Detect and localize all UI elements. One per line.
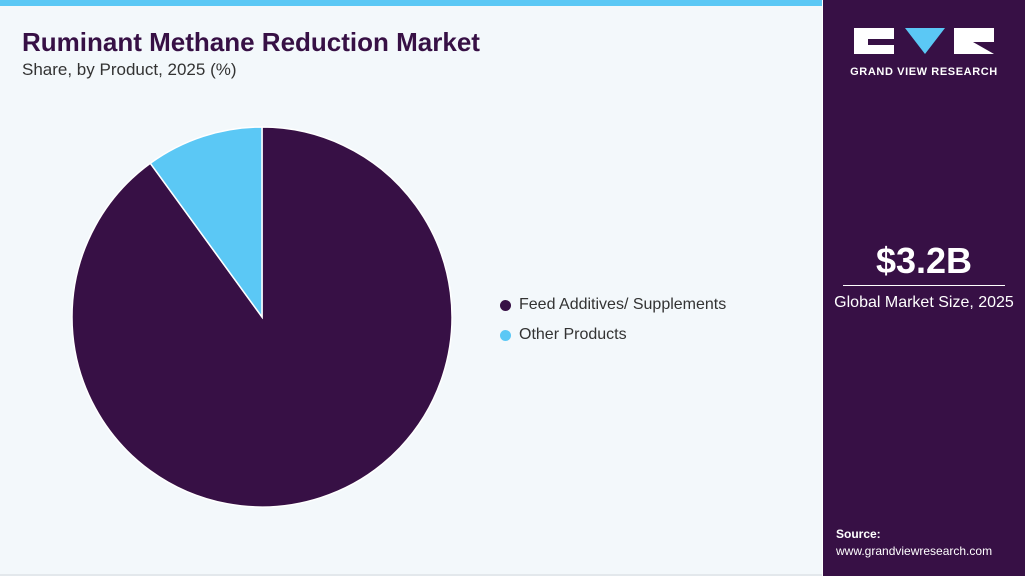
legend-label: Other Products [519, 326, 627, 343]
logo-text: GRAND VIEW RESEARCH [850, 66, 998, 78]
legend-item: Other Products [500, 320, 726, 350]
legend-swatch [500, 299, 511, 311]
legend: Feed Additives/ Supplements Other Product… [500, 290, 726, 350]
market-size-label: Global Market Size, 2025 [834, 294, 1014, 311]
chart-subtitle: Share, by Product, 2025 (%) [22, 60, 237, 79]
chart-title: Ruminant Methane Reduction Market [22, 27, 480, 57]
legend-swatch [500, 329, 511, 341]
logo-mark [854, 28, 994, 54]
market-size: $3.2B [875, 240, 973, 281]
source-url: www.grandviewresearch.com [836, 544, 993, 558]
source-label: Source: [836, 527, 881, 541]
source: Source: www.grandviewresearch.com [836, 526, 992, 560]
sidebar: GRAND VIEW RESEARCH $3.2B Global Market … [823, 0, 1025, 576]
legend-item: Feed Additives/ Supplements [500, 290, 726, 320]
pie-chart [71, 126, 453, 508]
accent-bar [0, 0, 822, 6]
chart-panel: Ruminant Methane Reduction Market Share,… [0, 0, 822, 576]
pie-slice [149, 126, 263, 320]
legend-label: Feed Additives/ Supplements [519, 296, 727, 313]
divider [843, 285, 1005, 286]
